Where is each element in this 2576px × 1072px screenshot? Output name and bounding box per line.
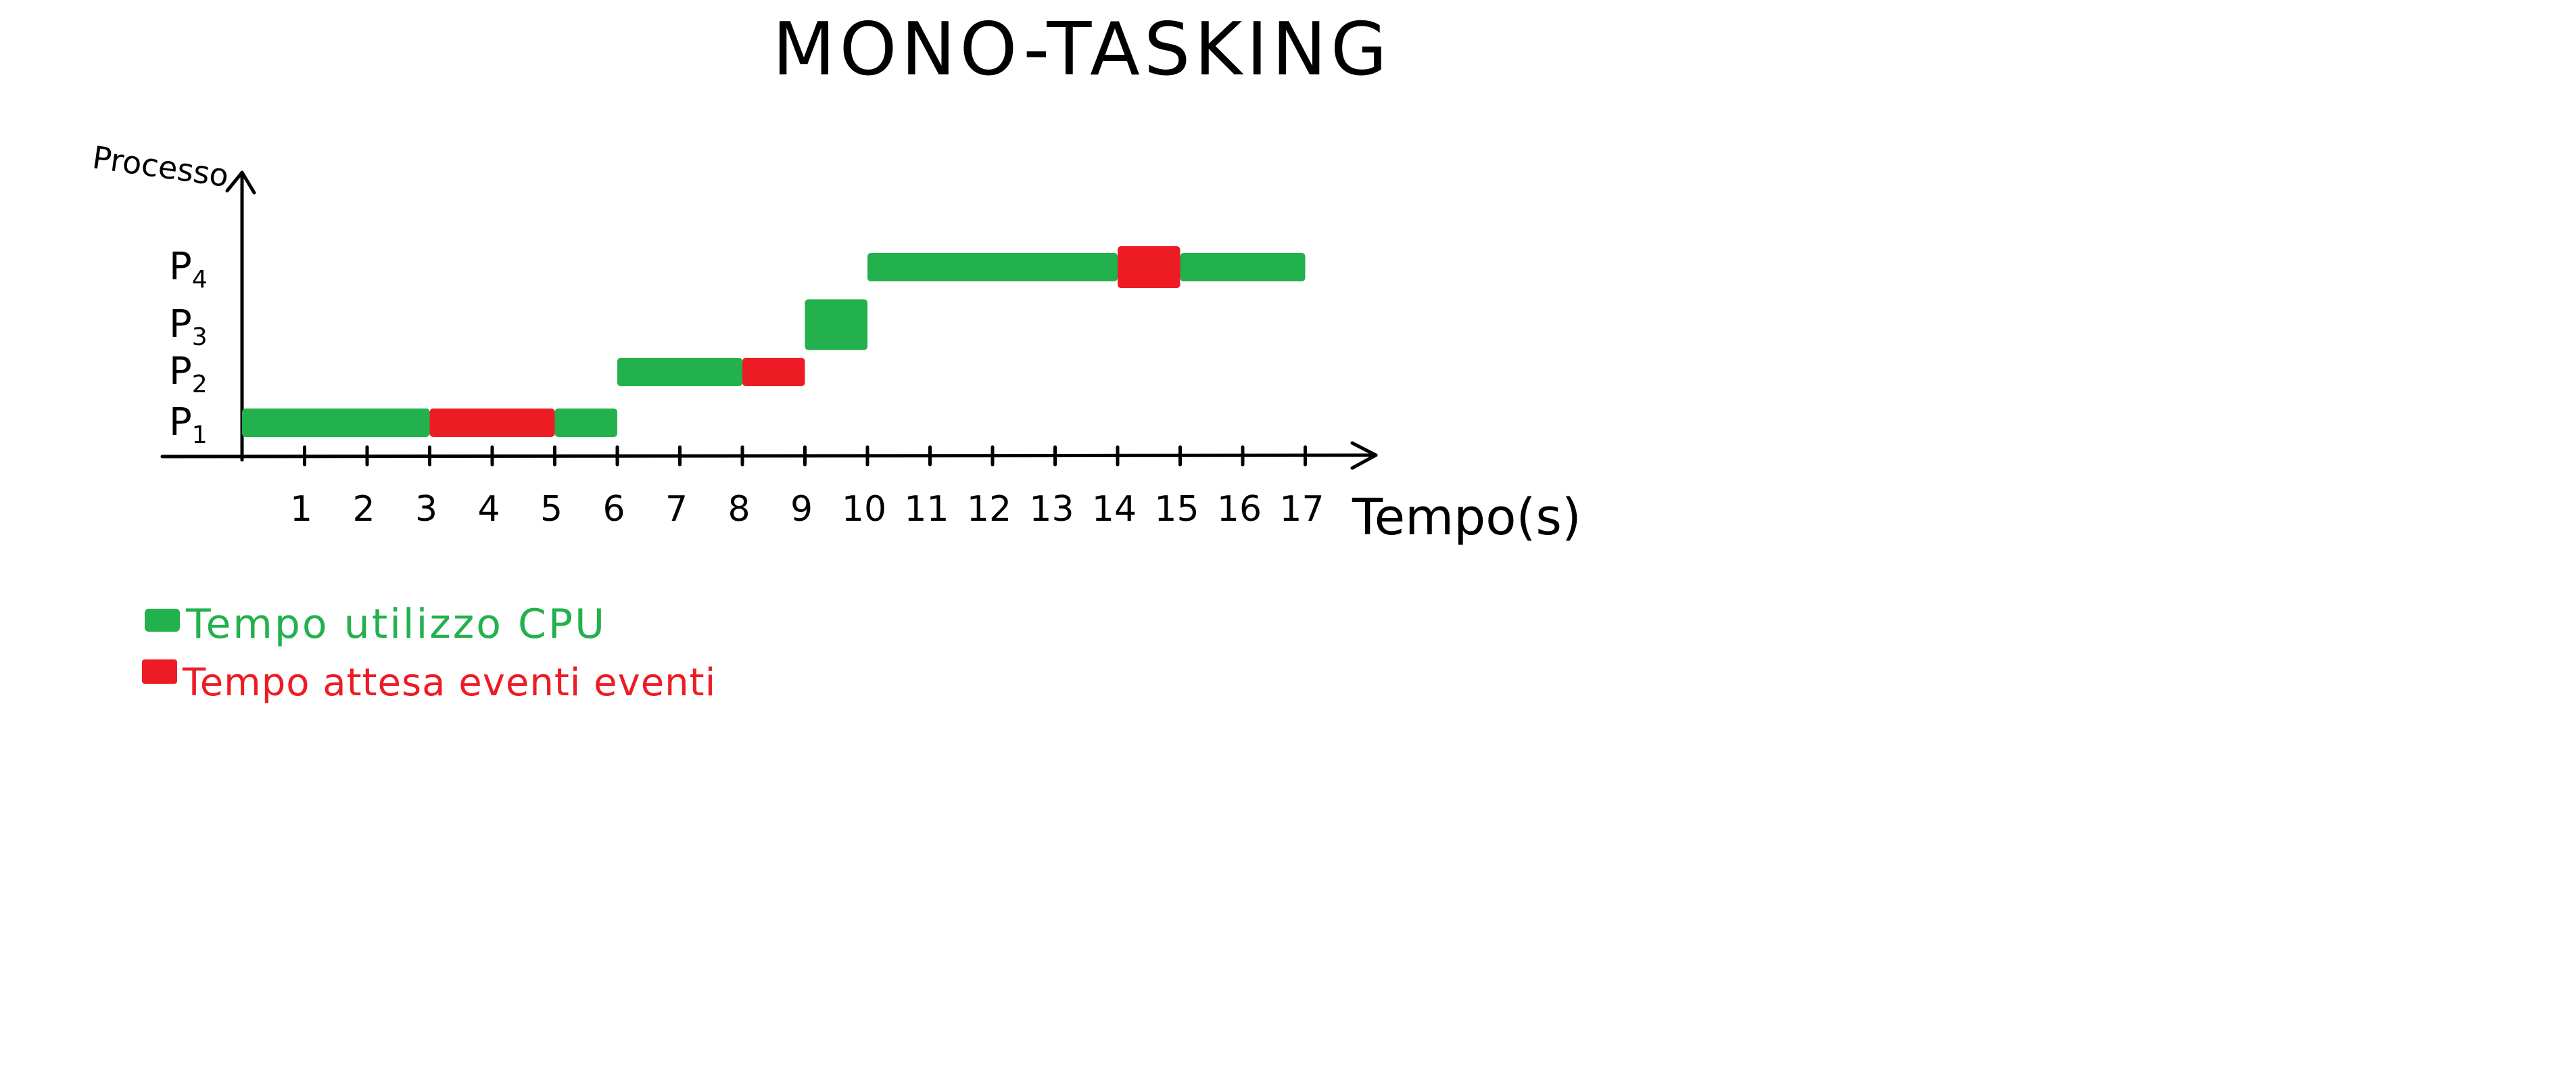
segment-p4-cpu-15-17 (1180, 253, 1306, 281)
segment-p1-cpu-5-6 (554, 409, 617, 437)
x-tick-label-7: 7 (665, 489, 688, 530)
x-tick-label-13: 13 (1029, 489, 1074, 530)
x-tick-label-10: 10 (842, 489, 886, 530)
segment-p2-cpu-6-8 (617, 358, 742, 386)
x-axis-tick-labels: 1 2 3 4 5 6 7 8 9 10 11 12 13 14 15 16 17 (290, 489, 1325, 530)
x-axis-label: Tempo(s) (1352, 488, 1581, 546)
segment-p1-wait-3-5 (429, 409, 555, 437)
x-tick-label-2: 2 (352, 489, 375, 530)
chart-title: MONO-TASKING (772, 7, 1391, 92)
legend-label-cpu: Tempo utilizzo CPU (185, 601, 606, 648)
x-tick-label-14: 14 (1092, 489, 1137, 530)
x-tick-label-11: 11 (904, 489, 949, 530)
y-label-p3: P3 (169, 302, 208, 351)
x-tick-label-1: 1 (290, 489, 312, 530)
x-tick-label-12: 12 (967, 489, 1011, 530)
legend-label-wait: Tempo attesa eventi eventi (182, 661, 716, 705)
x-tick-label-17: 17 (1279, 489, 1324, 530)
x-tick-label-15: 15 (1154, 489, 1199, 530)
y-axis-arrow (225, 170, 256, 195)
segment-p1-cpu-0-3 (242, 409, 430, 437)
x-tick-label-16: 16 (1217, 489, 1262, 530)
y-axis-label: Processo (90, 139, 231, 194)
segment-p4-cpu-10-14 (867, 253, 1118, 281)
x-tick-label-4: 4 (477, 489, 500, 530)
gantt-segments (242, 246, 1306, 437)
x-tick-label-6: 6 (602, 489, 625, 530)
x-axis-line (160, 453, 1378, 459)
x-tick-label-8: 8 (728, 489, 750, 530)
legend-swatch-cpu (145, 609, 180, 632)
y-label-p2: P2 (169, 350, 208, 398)
legend-swatch-wait (142, 659, 177, 684)
y-label-p1: P1 (169, 400, 208, 449)
x-tick-label-9: 9 (790, 489, 813, 530)
y-label-p4: P4 (169, 245, 208, 294)
segment-p4-wait-14-15 (1118, 246, 1180, 288)
x-tick-label-3: 3 (415, 489, 437, 530)
segment-p2-wait-8-9 (742, 358, 805, 386)
x-axis-ticks (303, 445, 1307, 467)
segment-p3-cpu-9-10 (805, 299, 867, 350)
legend: Tempo utilizzo CPU Tempo attesa eventi e… (142, 601, 716, 705)
x-axis-arrow (1350, 441, 1378, 470)
x-tick-label-5: 5 (540, 489, 563, 530)
